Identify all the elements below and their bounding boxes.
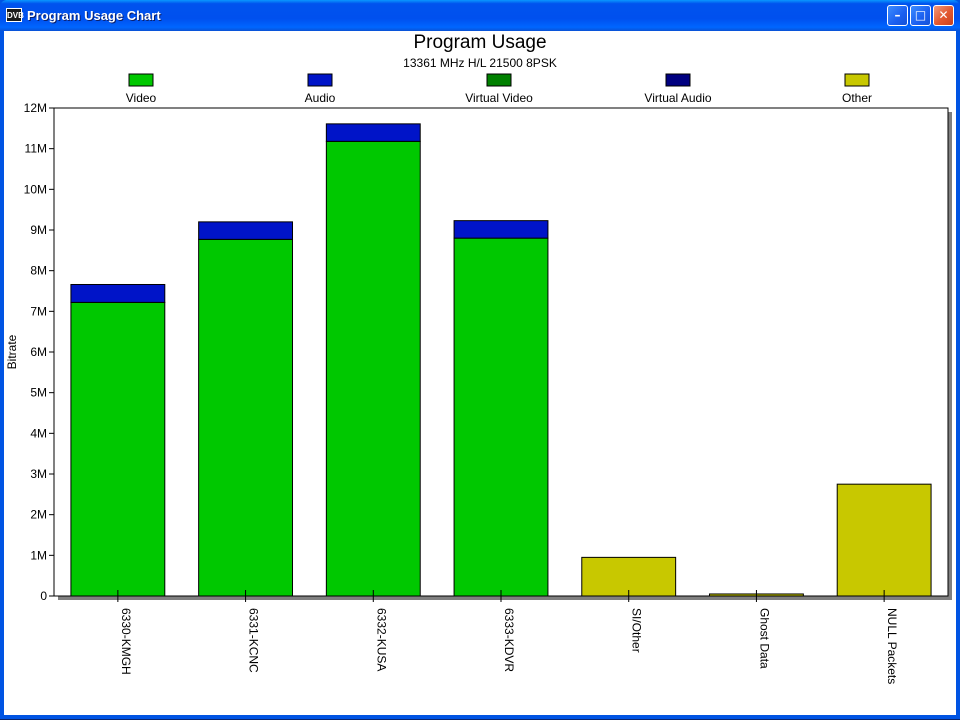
bar-6331-kcnc-audio xyxy=(198,221,294,240)
bar-null-packets-other xyxy=(836,483,932,597)
bar-6333-kdvr-audio xyxy=(453,220,549,239)
close-icon: ✕ xyxy=(938,8,949,22)
bar-6330-kmgh-audio xyxy=(70,283,166,303)
chart-subtitle: 13361 MHz H/L 21500 8PSK xyxy=(403,56,557,70)
y-tick-label: 9M xyxy=(30,223,47,237)
y-tick-label: 4M xyxy=(30,426,47,440)
legend-label-virtual-audio: Virtual Audio xyxy=(644,91,711,105)
x-tick-label-ghost-data: Ghost Data xyxy=(757,608,771,669)
chart-client-area: Program Usage 13361 MHz H/L 21500 8PSK V… xyxy=(4,31,956,715)
plot-area: 0 1M 2M 3M 4M 5M 6M 7M 8M 9M 10M 11M 12M 6330-KMGH 633… xyxy=(24,101,952,684)
program-usage-chart: Program Usage 13361 MHz H/L 21500 8PSK V… xyxy=(5,32,952,684)
legend-label-other: Other xyxy=(842,91,872,105)
title-bar[interactable]: DVB Program Usage Chart – □ ✕ xyxy=(0,0,960,31)
bar-6332-kusa-video xyxy=(325,140,421,597)
y-tick-label: 8M xyxy=(30,264,47,278)
legend-swatch-virtual-audio xyxy=(665,73,691,87)
window-title: Program Usage Chart xyxy=(27,8,161,23)
close-button[interactable]: ✕ xyxy=(933,5,954,26)
x-tick-label-null-packets: NULL Packets xyxy=(885,608,899,684)
dvb-app-icon[interactable]: DVB xyxy=(6,8,24,22)
y-tick-label: 1M xyxy=(30,548,47,562)
legend-swatch-video xyxy=(128,73,154,87)
legend-label-video: Video xyxy=(126,91,157,105)
x-tick-label-6330-kmgh: 6330-KMGH xyxy=(119,608,133,675)
chart-legend: Video Audio Virtual Video Virtual Audio Othe… xyxy=(126,73,872,105)
legend-swatch-other xyxy=(844,73,870,87)
y-tick-label: 11M xyxy=(25,142,47,156)
legend-swatch-audio xyxy=(307,73,333,87)
bar-6331-kcnc-video xyxy=(198,238,294,597)
x-tick-label-6333-kdvr: 6333-KDVR xyxy=(502,608,516,672)
bar-6333-kdvr-video xyxy=(453,237,549,597)
maximize-button[interactable]: □ xyxy=(910,5,931,26)
bar-6332-kusa-audio xyxy=(325,123,421,142)
x-tick-label-6332-kusa: 6332-KUSA xyxy=(374,608,388,671)
y-tick-label: 2M xyxy=(30,508,47,522)
chart-title: Program Usage xyxy=(413,32,546,53)
maximize-icon: □ xyxy=(914,8,927,22)
y-axis-label: Bitrate xyxy=(5,334,19,369)
y-tick-label: 0 xyxy=(40,589,47,603)
legend-swatch-virtual-video xyxy=(486,73,512,87)
x-tick-label-si-other: SI/Other xyxy=(630,608,644,653)
legend-label-audio: Audio xyxy=(305,91,336,105)
y-tick-label: 6M xyxy=(30,345,47,359)
y-tick-label: 12M xyxy=(24,101,47,115)
y-tick-label: 10M xyxy=(24,182,47,196)
y-tick-label: 3M xyxy=(30,467,47,481)
bar-si-other-other xyxy=(581,556,677,597)
minimize-button[interactable]: – xyxy=(887,5,908,26)
y-tick-label: 5M xyxy=(30,386,47,400)
bar-6330-kmgh-video xyxy=(70,301,166,597)
minimize-icon: – xyxy=(894,8,901,22)
y-tick-label: 7M xyxy=(30,304,47,318)
x-tick-label-6331-kcnc: 6331-KCNC xyxy=(247,608,261,673)
legend-label-virtual-video: Virtual Video xyxy=(465,91,533,105)
